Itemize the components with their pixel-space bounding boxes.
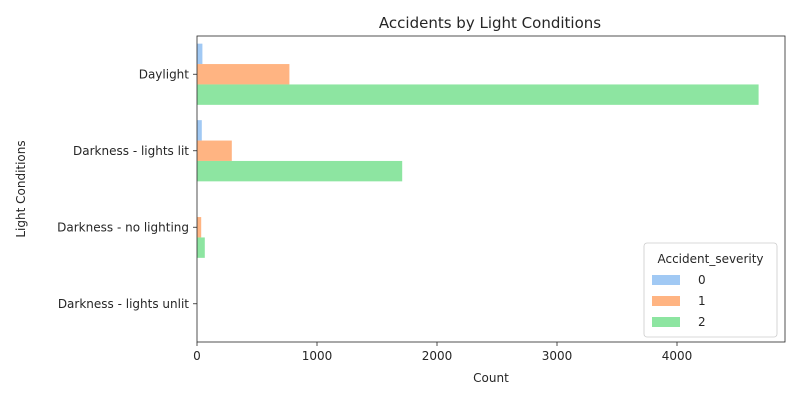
y-tick-label: Darkness - lights unlit [58, 297, 189, 311]
plot-frame [196, 35, 786, 343]
bar-0-series-2 [197, 84, 759, 105]
bars-layer [197, 43, 759, 258]
y-tick-label: Darkness - no lighting [57, 220, 189, 234]
bar-0-series-0 [197, 43, 203, 65]
x-axis-label: Count [473, 371, 509, 385]
bar-2-series-1 [197, 217, 202, 238]
x-tick-label: 3000 [542, 349, 573, 363]
x-tick-label: 2000 [422, 349, 453, 363]
bar-0-series-1 [197, 64, 290, 85]
legend-label-1: 1 [698, 294, 706, 308]
bar-1-series-1 [197, 140, 232, 161]
legend-items: 0 1 2 [652, 273, 706, 329]
legend-title: Accident_severity [657, 252, 763, 266]
bar-1-series-0 [197, 120, 202, 141]
chart-title: Accidents by Light Conditions [379, 14, 601, 32]
bar-2-series-2 [197, 237, 205, 258]
legend-box [643, 242, 778, 338]
x-tick-labels: 0 1000 2000 3000 4000 [193, 342, 692, 363]
x-tick-label: 4000 [662, 349, 693, 363]
x-tick-label: 0 [193, 349, 201, 363]
x-tick-label: 1000 [302, 349, 333, 363]
legend-swatch-2 [652, 317, 680, 327]
legend-swatch-1 [652, 296, 680, 306]
legend-swatch-0 [652, 275, 680, 285]
legend: Accident_severity 0 1 2 [643, 242, 778, 338]
y-tick-label: Daylight [139, 67, 190, 81]
y-tick-label: Darkness - lights lit [73, 144, 189, 158]
legend-label-2: 2 [698, 315, 706, 329]
legend-label-0: 0 [698, 273, 706, 287]
y-axis-label: Light Conditions [14, 140, 28, 237]
y-tick-labels: Daylight Darkness - lights lit Darkness - … [57, 67, 197, 311]
bar-1-series-2 [197, 160, 403, 182]
